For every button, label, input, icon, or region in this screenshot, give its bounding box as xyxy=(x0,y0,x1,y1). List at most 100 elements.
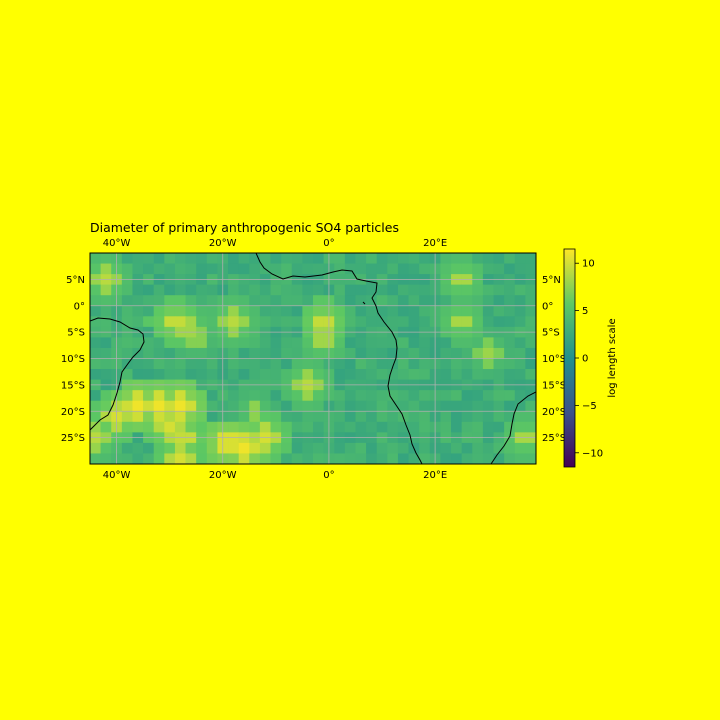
field-cell xyxy=(270,316,282,328)
field-cell xyxy=(143,284,155,296)
field-cell xyxy=(461,442,473,454)
field-cell xyxy=(143,411,155,423)
field-cell xyxy=(291,347,303,359)
field-cell xyxy=(174,263,186,275)
field-cell xyxy=(408,400,420,412)
field-cell xyxy=(376,263,388,275)
field-cell xyxy=(270,400,282,412)
field-cell xyxy=(132,347,144,359)
map-panel xyxy=(90,253,536,464)
field-cell xyxy=(238,421,250,433)
field-cell xyxy=(100,295,112,307)
field-cell xyxy=(259,347,271,359)
field-cell xyxy=(164,316,176,328)
field-cell xyxy=(344,253,356,264)
field-cell xyxy=(408,411,420,423)
field-cell xyxy=(313,295,324,307)
field-cell xyxy=(143,390,155,401)
field-cell xyxy=(270,453,282,464)
lon-tick-label-bottom: 0° xyxy=(323,470,334,481)
field-cell xyxy=(387,337,399,349)
field-cell xyxy=(291,390,303,401)
field-cell xyxy=(270,253,282,264)
field-cell xyxy=(525,369,536,380)
field-cell xyxy=(355,284,367,296)
field-cell xyxy=(419,421,431,433)
colorbar-tick-label: 5 xyxy=(582,306,588,317)
field-cell xyxy=(334,442,346,454)
field-cell xyxy=(281,369,293,380)
field-cell xyxy=(153,253,165,264)
field-cell xyxy=(366,400,378,412)
field-cell xyxy=(90,400,101,412)
field-cell xyxy=(493,337,505,349)
field-cell xyxy=(206,284,218,296)
field-cell xyxy=(238,253,250,264)
field-cell xyxy=(270,411,282,423)
field-cell xyxy=(100,253,112,264)
field-cell xyxy=(419,453,431,464)
field-cell xyxy=(249,369,261,380)
field-cell xyxy=(249,305,261,317)
field-cell xyxy=(344,453,356,464)
field-cell xyxy=(334,411,346,423)
field-cell xyxy=(419,411,431,423)
field-cell xyxy=(206,442,218,454)
field-cell xyxy=(514,442,526,454)
field-cell xyxy=(408,253,420,264)
field-cell xyxy=(143,400,155,412)
field-cell xyxy=(174,400,186,412)
field-cell xyxy=(196,295,208,307)
field-cell xyxy=(206,400,218,412)
field-cell xyxy=(472,284,484,296)
field-cell xyxy=(334,337,346,349)
field-cell xyxy=(376,347,388,359)
field-cell xyxy=(355,358,367,370)
field-cell xyxy=(355,411,367,423)
field-cell xyxy=(525,284,536,296)
field-cell xyxy=(313,453,324,464)
field-cell xyxy=(482,295,494,307)
field-cell xyxy=(451,453,462,464)
field-cell xyxy=(461,295,473,307)
colorbar-tick-label: −5 xyxy=(582,401,597,412)
field-cell xyxy=(313,411,324,423)
field-cell xyxy=(270,442,282,454)
field-cell xyxy=(451,369,462,380)
field-cell xyxy=(238,316,250,328)
field-cell xyxy=(366,369,378,380)
field-cell xyxy=(472,253,484,264)
field-cell xyxy=(344,411,356,423)
field-cell xyxy=(174,421,186,433)
field-cell xyxy=(440,411,452,423)
field-cell xyxy=(451,358,462,370)
field-cell xyxy=(185,337,197,349)
field-cell xyxy=(164,411,176,423)
field-cell xyxy=(440,253,452,264)
field-cell xyxy=(525,316,536,328)
field-cell xyxy=(291,253,303,264)
field-cell xyxy=(259,253,271,264)
field-cell xyxy=(281,337,293,349)
field-cell xyxy=(249,295,261,307)
field-cell xyxy=(249,400,261,412)
field-cell xyxy=(270,305,282,317)
field-cell xyxy=(196,284,208,296)
field-cell xyxy=(174,347,186,359)
field-cell xyxy=(238,411,250,423)
field-cell xyxy=(493,316,505,328)
field-cell xyxy=(90,263,101,275)
field-cell xyxy=(313,400,324,412)
field-cell xyxy=(472,421,484,433)
field-cell xyxy=(143,358,155,370)
field-cell xyxy=(440,400,452,412)
field-cell xyxy=(100,263,112,275)
field-cell xyxy=(228,453,239,464)
field-cell xyxy=(238,284,250,296)
field-cell xyxy=(387,400,399,412)
field-cell xyxy=(482,369,494,380)
field-cell xyxy=(228,411,239,423)
field-cell xyxy=(174,390,186,401)
field-cell xyxy=(313,369,324,380)
field-cell xyxy=(472,263,484,275)
